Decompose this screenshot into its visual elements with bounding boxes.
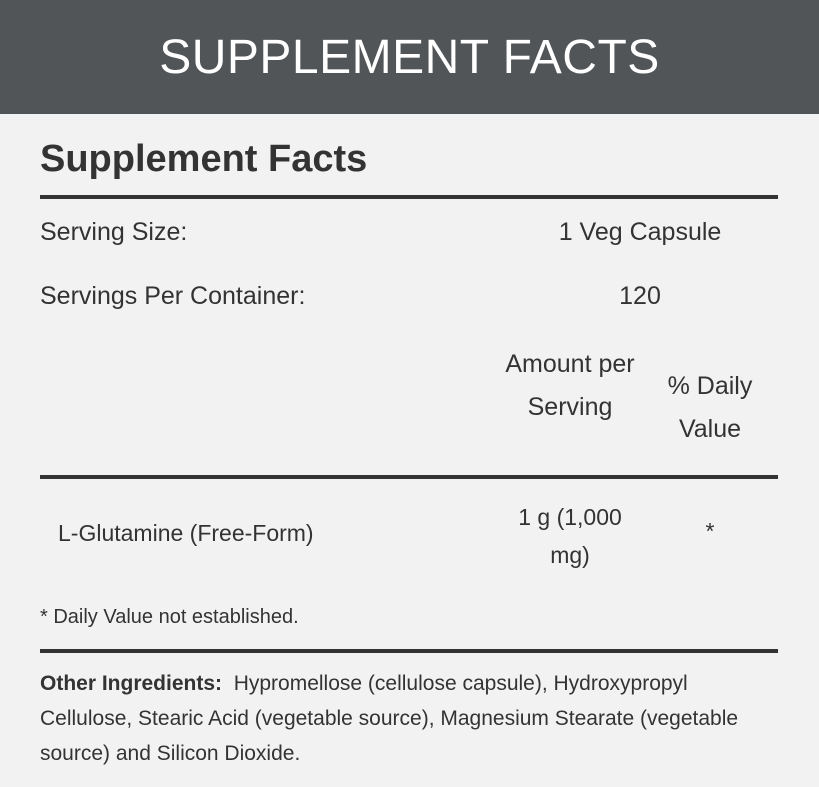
serving-size-label: Serving Size: (40, 218, 188, 246)
divider (40, 195, 778, 199)
footnote: * Daily Value not established. (40, 606, 299, 628)
other-ingredients: Other Ingredients: Hypromellose (cellulo… (40, 666, 760, 771)
servings-label: Servings Per Container: (40, 282, 306, 310)
divider (40, 475, 778, 479)
divider (40, 649, 778, 653)
servings-value: 120 (619, 282, 661, 310)
serving-size-value: 1 Veg Capsule (558, 218, 722, 246)
panel-title: Supplement Facts (40, 138, 368, 180)
col-amount: Amount per Serving (505, 350, 635, 421)
other-text: Hypromellose (cellulose capsule), Hydrox… (40, 672, 739, 765)
other-label: Other Ingredients: (40, 672, 223, 695)
col-dv: % Daily Value (667, 372, 753, 443)
nutrient-dv: * (705, 518, 715, 544)
nutrient-name: L-Glutamine (Free-Form) (58, 520, 314, 546)
nutrient-amount: 1 g (1,000 mg) (518, 504, 622, 568)
banner: SUPPLEMENT FACTS (0, 0, 819, 114)
